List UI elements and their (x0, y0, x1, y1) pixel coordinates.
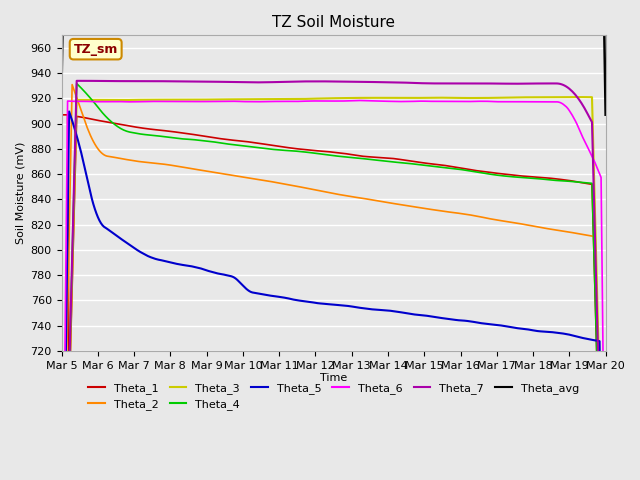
Theta_6 (124, 99, 132, 105)
Theta_avg (602, 112, 609, 118)
Theta_2 (126, 157, 134, 163)
Line: Theta_1: Theta_1 (61, 115, 605, 480)
Title: TZ Soil Moisture: TZ Soil Moisture (272, 15, 395, 30)
Line: Theta_2: Theta_2 (61, 84, 605, 480)
Text: TZ_sm: TZ_sm (74, 43, 118, 56)
Theta_4 (239, 143, 247, 149)
Line: Theta_4: Theta_4 (61, 84, 605, 480)
Line: Theta_7: Theta_7 (61, 81, 605, 480)
Theta_1 (124, 123, 132, 129)
Theta_7 (573, 94, 580, 99)
Theta_7 (221, 79, 229, 85)
Theta_7 (297, 79, 305, 84)
Theta_6 (573, 121, 580, 127)
X-axis label: Time: Time (320, 373, 348, 384)
Theta_2 (221, 171, 229, 177)
Theta_1 (247, 139, 255, 145)
Theta_5 (573, 334, 580, 339)
Theta_5 (239, 283, 247, 289)
Theta_3 (124, 97, 132, 103)
Theta_1 (572, 179, 579, 184)
Theta_6 (238, 99, 246, 105)
Theta_4 (221, 141, 229, 146)
Theta_3 (220, 96, 228, 102)
Legend: Theta_1, Theta_2, Theta_3, Theta_4, Theta_5, Theta_6, Theta_7, Theta_avg: Theta_1, Theta_2, Theta_3, Theta_4, Thet… (84, 378, 583, 415)
Theta_1 (238, 138, 246, 144)
Theta_4 (73, 81, 81, 86)
Theta_7 (126, 78, 134, 84)
Line: Theta_3: Theta_3 (61, 97, 605, 480)
Theta_6 (247, 99, 255, 105)
Theta_1 (296, 146, 303, 152)
Theta_2 (239, 174, 247, 180)
Theta_6 (296, 98, 303, 104)
Theta_5 (126, 242, 134, 248)
Theta_4 (297, 149, 305, 155)
Theta_7 (239, 79, 247, 85)
Theta_6 (220, 98, 228, 104)
Line: Theta_6: Theta_6 (61, 100, 605, 480)
Theta_2 (297, 184, 305, 190)
Theta_4 (249, 144, 257, 150)
Theta_3 (573, 94, 580, 100)
Theta_5 (65, 108, 73, 114)
Theta_5 (249, 289, 257, 295)
Theta_2 (573, 230, 580, 236)
Theta_7 (76, 78, 84, 84)
Theta_1 (58, 112, 65, 118)
Line: Theta_avg: Theta_avg (61, 0, 605, 115)
Theta_3 (238, 96, 246, 102)
Theta_2 (249, 176, 257, 181)
Theta_3 (296, 96, 303, 102)
Theta_5 (221, 272, 229, 278)
Theta_1 (220, 136, 228, 142)
Theta_5 (297, 298, 305, 304)
Theta_4 (573, 179, 580, 185)
Theta_2 (68, 82, 76, 87)
Theta_7 (249, 80, 257, 85)
Y-axis label: Soil Moisture (mV): Soil Moisture (mV) (15, 142, 25, 244)
Theta_3 (565, 94, 573, 100)
Theta_6 (355, 97, 362, 103)
Theta_3 (247, 96, 255, 102)
Theta_avg (58, 84, 65, 90)
Theta_4 (126, 129, 134, 135)
Line: Theta_5: Theta_5 (61, 111, 605, 480)
